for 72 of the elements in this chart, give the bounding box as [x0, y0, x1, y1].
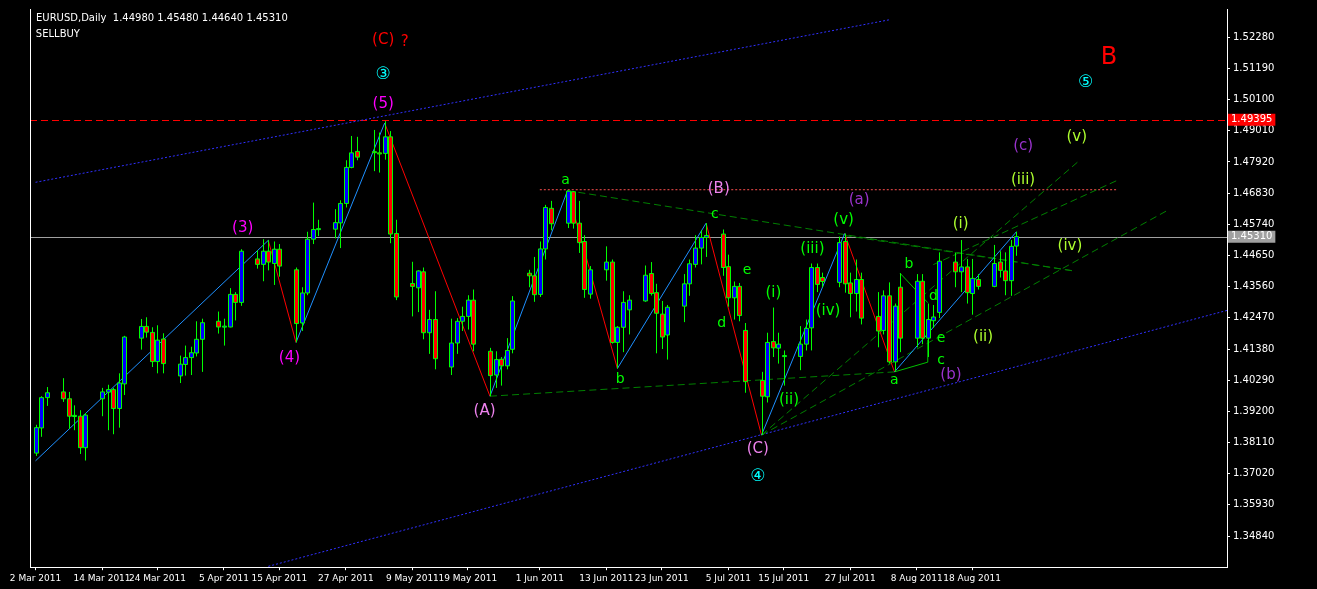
annotation: (v): [833, 210, 854, 229]
x-tick-label: 18 Aug 2011: [943, 572, 1001, 583]
chart-title: EURUSD,Daily 1.44980 1.45480 1.44640 1.45310: [36, 11, 288, 23]
annotation: b: [615, 369, 625, 386]
annotation: (iv): [815, 300, 841, 319]
annotation: (v): [1066, 126, 1088, 145]
annotation: a: [890, 370, 899, 387]
x-tick-label: 14 Mar 2011: [73, 572, 131, 583]
annotation: (b): [940, 365, 962, 384]
y-tick-label: 1.43560: [1233, 280, 1275, 292]
annotation: c: [710, 205, 719, 222]
x-tick-label: 27 Jul 2011: [824, 572, 876, 583]
annotation: (B): [707, 179, 730, 198]
x-tick-label: 8 Aug 2011: [890, 572, 943, 583]
annotation: (5): [372, 94, 394, 113]
annotation: ?: [400, 32, 409, 51]
annotation: (3): [232, 218, 254, 237]
annotation: ④: [750, 465, 766, 486]
y-tick-label: 1.37020: [1233, 467, 1275, 479]
annotation: (C): [746, 439, 769, 458]
annotation: (iv): [1057, 235, 1083, 254]
y-tick-label: 1.39200: [1233, 404, 1275, 416]
annotation: (i): [765, 283, 782, 302]
annotation: c: [937, 351, 946, 368]
x-tick-label: 9 May 2011: [385, 572, 439, 583]
y-tick-label: 1.40290: [1233, 373, 1275, 385]
y-tick-label: 1.38110: [1233, 436, 1275, 448]
annotation: d: [928, 287, 938, 304]
annotation: a: [561, 171, 570, 188]
x-tick-label: 5 Jul 2011: [705, 572, 751, 583]
annotation: (iii): [800, 238, 825, 257]
y-tick-label: 1.35930: [1233, 498, 1275, 510]
annotation: e: [936, 328, 946, 345]
y-tick-label: 1.51190: [1233, 62, 1275, 74]
annotation: ③: [375, 62, 391, 83]
annotation: (c): [1013, 136, 1034, 155]
x-tick-label: 23 Jun 2011: [634, 572, 689, 583]
annotation: (a): [848, 189, 870, 208]
y-tick-label: 1.44650: [1233, 249, 1275, 261]
x-tick-label: 5 Apr 2011: [199, 572, 249, 583]
annotation: ⑤: [1077, 71, 1094, 92]
annotation: (iii): [1011, 170, 1036, 189]
x-tick-label: 15 Apr 2011: [251, 572, 308, 583]
y-tick-label: 1.52280: [1233, 30, 1275, 42]
y-tick-label: 1.49010: [1233, 124, 1275, 136]
x-tick-label: 2 Mar 2011: [9, 572, 62, 583]
x-tick-label: 1 Jun 2011: [515, 572, 565, 583]
x-tick-label: 13 Jun 2011: [579, 572, 634, 583]
x-tick-label: 15 Jul 2011: [758, 572, 810, 583]
ref-line-label: 1.49395: [1231, 113, 1273, 125]
y-tick-label: 1.50100: [1233, 93, 1275, 105]
annotation: (ii): [778, 389, 799, 408]
annotation: e: [742, 260, 752, 277]
x-tick-label: 24 Mar 2011: [128, 572, 186, 583]
y-tick-label: 1.47920: [1233, 155, 1275, 167]
annotation: (i): [952, 214, 969, 233]
annotation: SELLBUY: [35, 27, 81, 39]
y-tick-label: 1.46830: [1233, 186, 1275, 198]
annotation: (C): [372, 30, 395, 49]
y-tick-label: 1.45740: [1233, 217, 1275, 229]
annotation: b: [904, 254, 914, 271]
annotation: (ii): [973, 327, 994, 346]
ref-line-label: 1.45310: [1231, 230, 1273, 242]
annotation: (A): [473, 401, 496, 420]
x-tick-label: 19 May 2011: [438, 572, 498, 583]
annotation: B: [1100, 41, 1118, 70]
y-tick-label: 1.41380: [1233, 342, 1275, 354]
y-tick-label: 1.42470: [1233, 311, 1275, 323]
y-tick-label: 1.34840: [1233, 529, 1275, 541]
x-tick-label: 27 Apr 2011: [318, 572, 374, 583]
annotation: d: [717, 314, 727, 331]
annotation: (4): [278, 347, 301, 366]
